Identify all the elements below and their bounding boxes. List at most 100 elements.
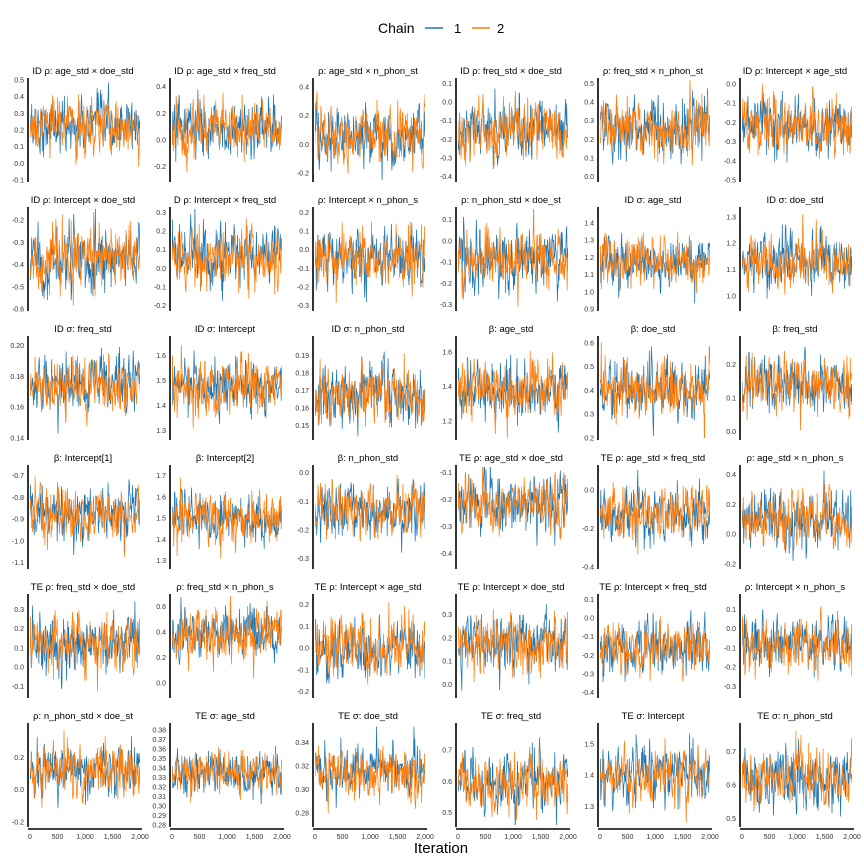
trace-panel: ID σ: n_phon_std 0.15 0.16 0.17 0.18 0.19: [295, 324, 425, 440]
trace-panel: ID σ: age_std 0.9 1.0 1.1 1.2 1.3 1.4: [584, 195, 710, 314]
trace-chain-2: [315, 601, 425, 685]
y-tick-label: -0.2: [297, 284, 309, 291]
trace-chain-2: [315, 474, 425, 542]
trace-chain-2: [315, 91, 425, 175]
panel-title: ρ: age_std × n_phon_s: [746, 453, 843, 464]
legend: Chain 1 2: [378, 20, 504, 36]
y-tick-label: 0.2: [299, 210, 309, 217]
y-tick-label: 0.2: [14, 626, 24, 633]
y-tick-label: 1.5: [584, 741, 594, 748]
y-tick-label: -0.3: [440, 524, 452, 531]
x-tick-label: 1,000: [76, 834, 94, 841]
trace-panel: D ρ: Intercept × freq_std -0.2 -0.1 0.0 0.1 0…: [154, 195, 282, 311]
y-tick-label: 0.7: [442, 748, 452, 755]
y-tick-label: 0.0: [14, 665, 24, 672]
trace-panel: β: Intercept[2] 1.3 1.4 1.5 1.6 1.7: [156, 453, 282, 569]
y-tick-label: -0.2: [297, 689, 309, 696]
y-tick-label: 0.17: [295, 388, 309, 395]
y-tick-label: -0.1: [12, 178, 24, 185]
trace-lines: [600, 342, 710, 438]
x-tick-label: 0: [456, 834, 460, 841]
y-tick-label: 0.0: [442, 100, 452, 107]
y-tick-label: 0.0: [14, 787, 24, 794]
trace-panel: ρ: n_phon_std × doe_st -0.3 -0.2 -0.1 0.0 0.1: [440, 195, 568, 311]
y-tick-label: 0.5: [442, 810, 452, 817]
y-tick-label: 0.38: [152, 727, 166, 734]
y-tick-label: 0.0: [156, 138, 166, 145]
trace-panel: ID σ: Intercept 1.3 1.4 1.5 1.6: [156, 324, 282, 440]
trace-chain-2: [30, 610, 140, 692]
y-tick-label: -0.4: [12, 262, 24, 269]
trace-panel: ID ρ: age_std × doe_std -0.1 0.0 0.1 0.2 0.3 0…: [12, 66, 140, 185]
trace-lines: [172, 89, 282, 173]
x-tick-label: 1,500: [816, 834, 834, 841]
trace-chain-1: [172, 89, 282, 162]
trace-chain-2: [742, 483, 852, 555]
trace-panel: TE σ: n_phon_std 0.5 0.6 0.7 0 500 1,000 1,500 2…: [726, 711, 861, 841]
panel-title: D ρ: Intercept × freq_std: [174, 195, 276, 206]
y-tick-label: -1.0: [12, 538, 24, 545]
y-tick-label: -0.5: [724, 178, 736, 185]
trace-chain-2: [742, 350, 852, 431]
trace-chain-2: [458, 90, 568, 167]
trace-panel: ID σ: freq_std 0.14 0.16 0.18 0.20: [10, 324, 140, 443]
trace-lines: [172, 209, 282, 301]
y-tick-label: -0.1: [582, 634, 594, 641]
trace-chain-2: [600, 738, 710, 823]
panel-title: TE σ: age_std: [195, 711, 255, 722]
trace-chain-2: [742, 606, 852, 681]
y-tick-label: 0.14: [10, 436, 24, 443]
y-tick-label: 0.4: [156, 629, 166, 636]
y-tick-label: 0.0: [726, 532, 736, 539]
y-tick-label: 0.2: [14, 755, 24, 762]
y-tick-label: 1.4: [156, 537, 166, 544]
trace-panel: ρ: Intercept × n_phon_s -0.3 -0.2 -0.1 0.0 0.…: [297, 195, 425, 311]
trace-panel: TE ρ: age_std × freq_std -0.4 -0.2 0.0: [582, 453, 710, 572]
x-tick-label: 0: [313, 834, 317, 841]
panel-title: TE ρ: age_std × freq_std: [601, 453, 705, 464]
y-tick-label: -0.1: [440, 260, 452, 267]
y-tick-label: 0.19: [295, 353, 309, 360]
y-tick-label: 0.6: [584, 340, 594, 347]
panel-title: ID σ: doe_std: [766, 195, 823, 206]
y-tick-label: 0.2: [584, 436, 594, 443]
y-tick-label: 0.1: [14, 645, 24, 652]
y-tick-label: 0.2: [156, 655, 166, 662]
x-tick-label: 500: [622, 834, 634, 841]
panel-title: TE ρ: Intercept × freq_std: [599, 582, 707, 593]
y-tick-label: 0.5: [584, 81, 594, 88]
y-tick-label: 1.4: [584, 773, 594, 780]
panel-title: ID ρ: age_std × freq_std: [174, 66, 276, 77]
trace-lines: [172, 477, 282, 559]
y-tick-label: -0.2: [440, 497, 452, 504]
trace-lines: [458, 737, 568, 825]
y-tick-label: 0.0: [584, 616, 594, 623]
trace-chain-1: [30, 209, 140, 301]
trace-lines: [172, 745, 282, 805]
x-tick-label: 2,000: [273, 834, 291, 841]
trace-lines: [600, 733, 710, 823]
y-tick-label: -0.1: [724, 101, 736, 108]
y-tick-label: 0.0: [156, 681, 166, 688]
y-tick-label: 0.4: [156, 84, 166, 91]
trace-chain-2: [172, 92, 282, 173]
y-tick-label: 0.2: [156, 229, 166, 236]
trace-panel: β: freq_std 0.0 0.1 0.2: [726, 324, 852, 440]
y-tick-label: -0.6: [12, 307, 24, 314]
panel-title: β: Intercept[2]: [196, 453, 254, 464]
trace-lines: [742, 213, 852, 299]
y-tick-label: 1.4: [442, 384, 452, 391]
x-tick-label: 2,000: [559, 834, 577, 841]
panel-title: TE σ: doe_std: [338, 711, 398, 722]
x-tick-label: 1,000: [788, 834, 806, 841]
trace-chain-2: [742, 730, 852, 812]
y-tick-label: 0.0: [442, 238, 452, 245]
y-tick-label: 1.5: [156, 516, 166, 523]
panel-title: TE ρ: Intercept × age_std: [314, 582, 421, 593]
trace-lines: [30, 346, 140, 434]
y-tick-label: 0.0: [299, 646, 309, 653]
trace-lines: [600, 469, 710, 555]
y-tick-label: 0.7: [726, 749, 736, 756]
trace-panel: TE ρ: Intercept × age_std -0.2 -0.1 0.0 0.1 0…: [297, 582, 425, 698]
